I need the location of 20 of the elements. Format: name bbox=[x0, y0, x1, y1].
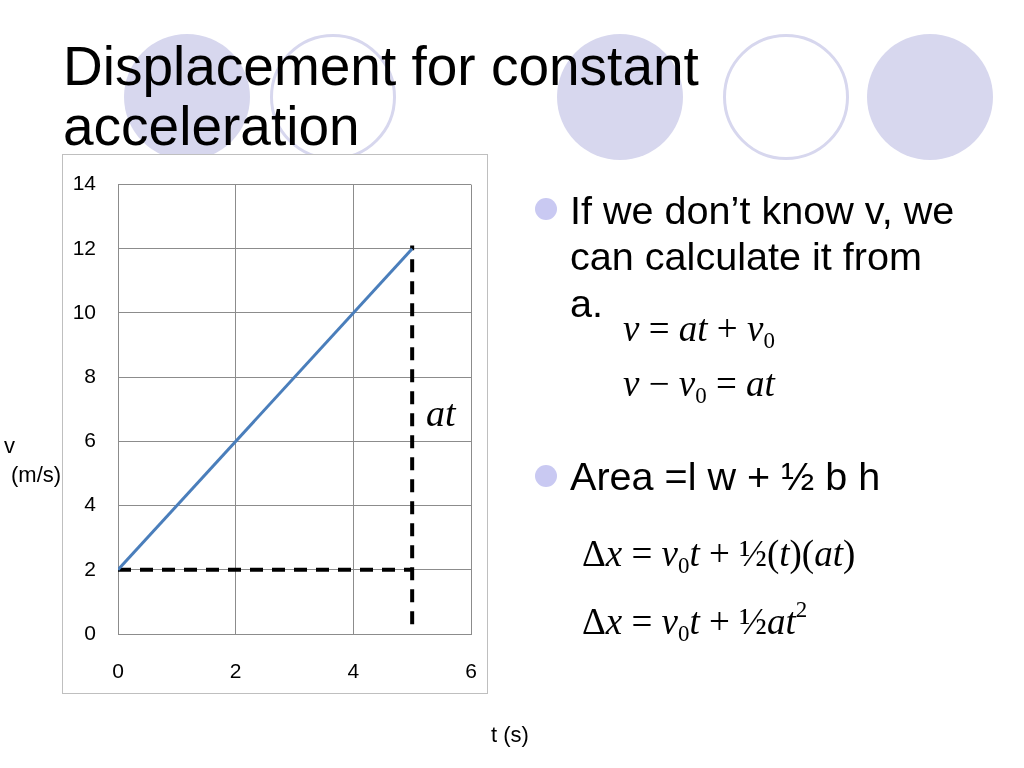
y-axis-title: v (m/s) bbox=[4, 432, 63, 489]
text: Δx = v$_{0}$t + ½(t)(at) bbox=[582, 533, 856, 578]
y-tick-label: 8 bbox=[84, 364, 96, 387]
y-tick-label: 6 bbox=[84, 428, 96, 452]
x-axis-title: t (s) bbox=[490, 722, 530, 749]
chart-title: Displacement for constant acceleration bbox=[63, 35, 700, 157]
x-tick-label: 0 bbox=[112, 659, 124, 683]
y-tick-label: 12 bbox=[72, 235, 96, 259]
text: v − v$_{0}$ = at bbox=[623, 362, 775, 408]
y-tick-label: 4 bbox=[84, 492, 97, 516]
text: Δx = v$_{0}$t + ½at$^{2}$ bbox=[582, 596, 808, 646]
y-tick-label: 0 bbox=[84, 620, 96, 644]
x-tick-label: 4 bbox=[347, 659, 360, 683]
y-tick-label: 10 bbox=[72, 299, 96, 323]
y-tick-label: 2 bbox=[84, 556, 96, 580]
x-tick-label: 2 bbox=[229, 659, 242, 683]
text: Area =l w + ½ b h bbox=[570, 454, 881, 498]
y-tick-label: 14 bbox=[72, 171, 97, 195]
x-tick-label: 6 bbox=[465, 659, 477, 683]
annotation: at bbox=[426, 392, 456, 434]
